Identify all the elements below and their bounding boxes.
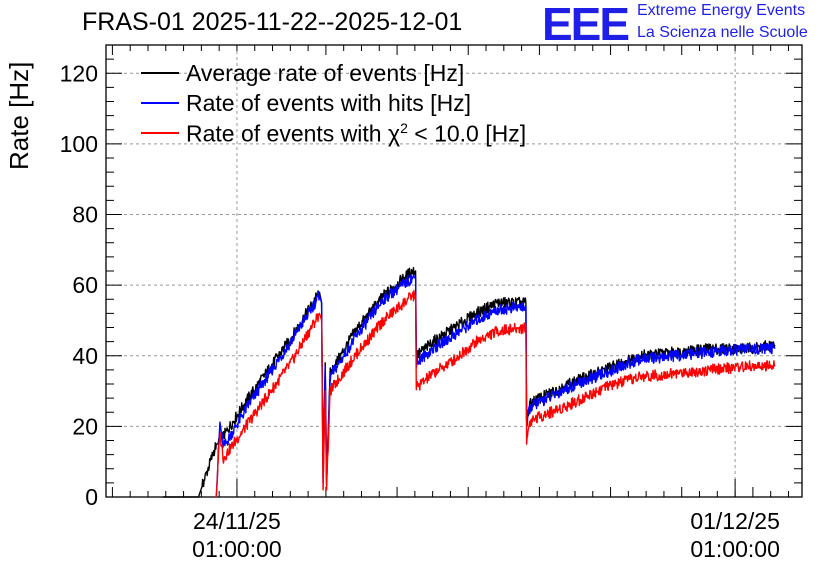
legend-label-hits: Rate of events with hits [Hz] bbox=[186, 90, 472, 116]
logo-line-2: La Scienza nelle Scuole bbox=[637, 24, 808, 41]
y-tick-label: 80 bbox=[72, 202, 98, 228]
legend-chi-exponent: 2 bbox=[400, 120, 408, 136]
legend-label-average: Average rate of events [Hz] bbox=[186, 60, 465, 86]
legend-chi2-prefix: Rate of events with bbox=[186, 120, 388, 147]
x-tick-label-date: 01/12/25 bbox=[690, 508, 780, 534]
logo-line-1: Extreme Energy Events bbox=[637, 2, 806, 19]
y-tick-label: 20 bbox=[72, 413, 98, 439]
y-tick-label: 120 bbox=[60, 60, 98, 86]
x-tick-label-time: 01:00:00 bbox=[192, 536, 282, 562]
x-tick-label-time: 01:00:00 bbox=[690, 536, 780, 562]
y-tick-label: 100 bbox=[60, 131, 98, 157]
legend-chi-symbol: χ bbox=[388, 120, 401, 147]
y-tick-label: 0 bbox=[85, 484, 98, 510]
series-line-3 bbox=[215, 289, 776, 498]
chart-title: FRAS-01 2025-11-22--2025-12-01 bbox=[82, 8, 463, 36]
series-line-2 bbox=[215, 274, 776, 498]
y-tick-label: 60 bbox=[72, 272, 98, 298]
series-line-1 bbox=[162, 267, 776, 498]
y-tick-label: 40 bbox=[72, 343, 98, 369]
legend-chi2-suffix: < 10.0 [Hz] bbox=[407, 120, 527, 147]
y-axis-label: Rate [Hz] bbox=[4, 61, 34, 170]
legend-label-chi2: Rate of events with χ2 < 10.0 [Hz] bbox=[186, 120, 526, 148]
eee-logo: EEE bbox=[542, 0, 630, 50]
x-tick-label-date: 24/11/25 bbox=[193, 508, 281, 534]
